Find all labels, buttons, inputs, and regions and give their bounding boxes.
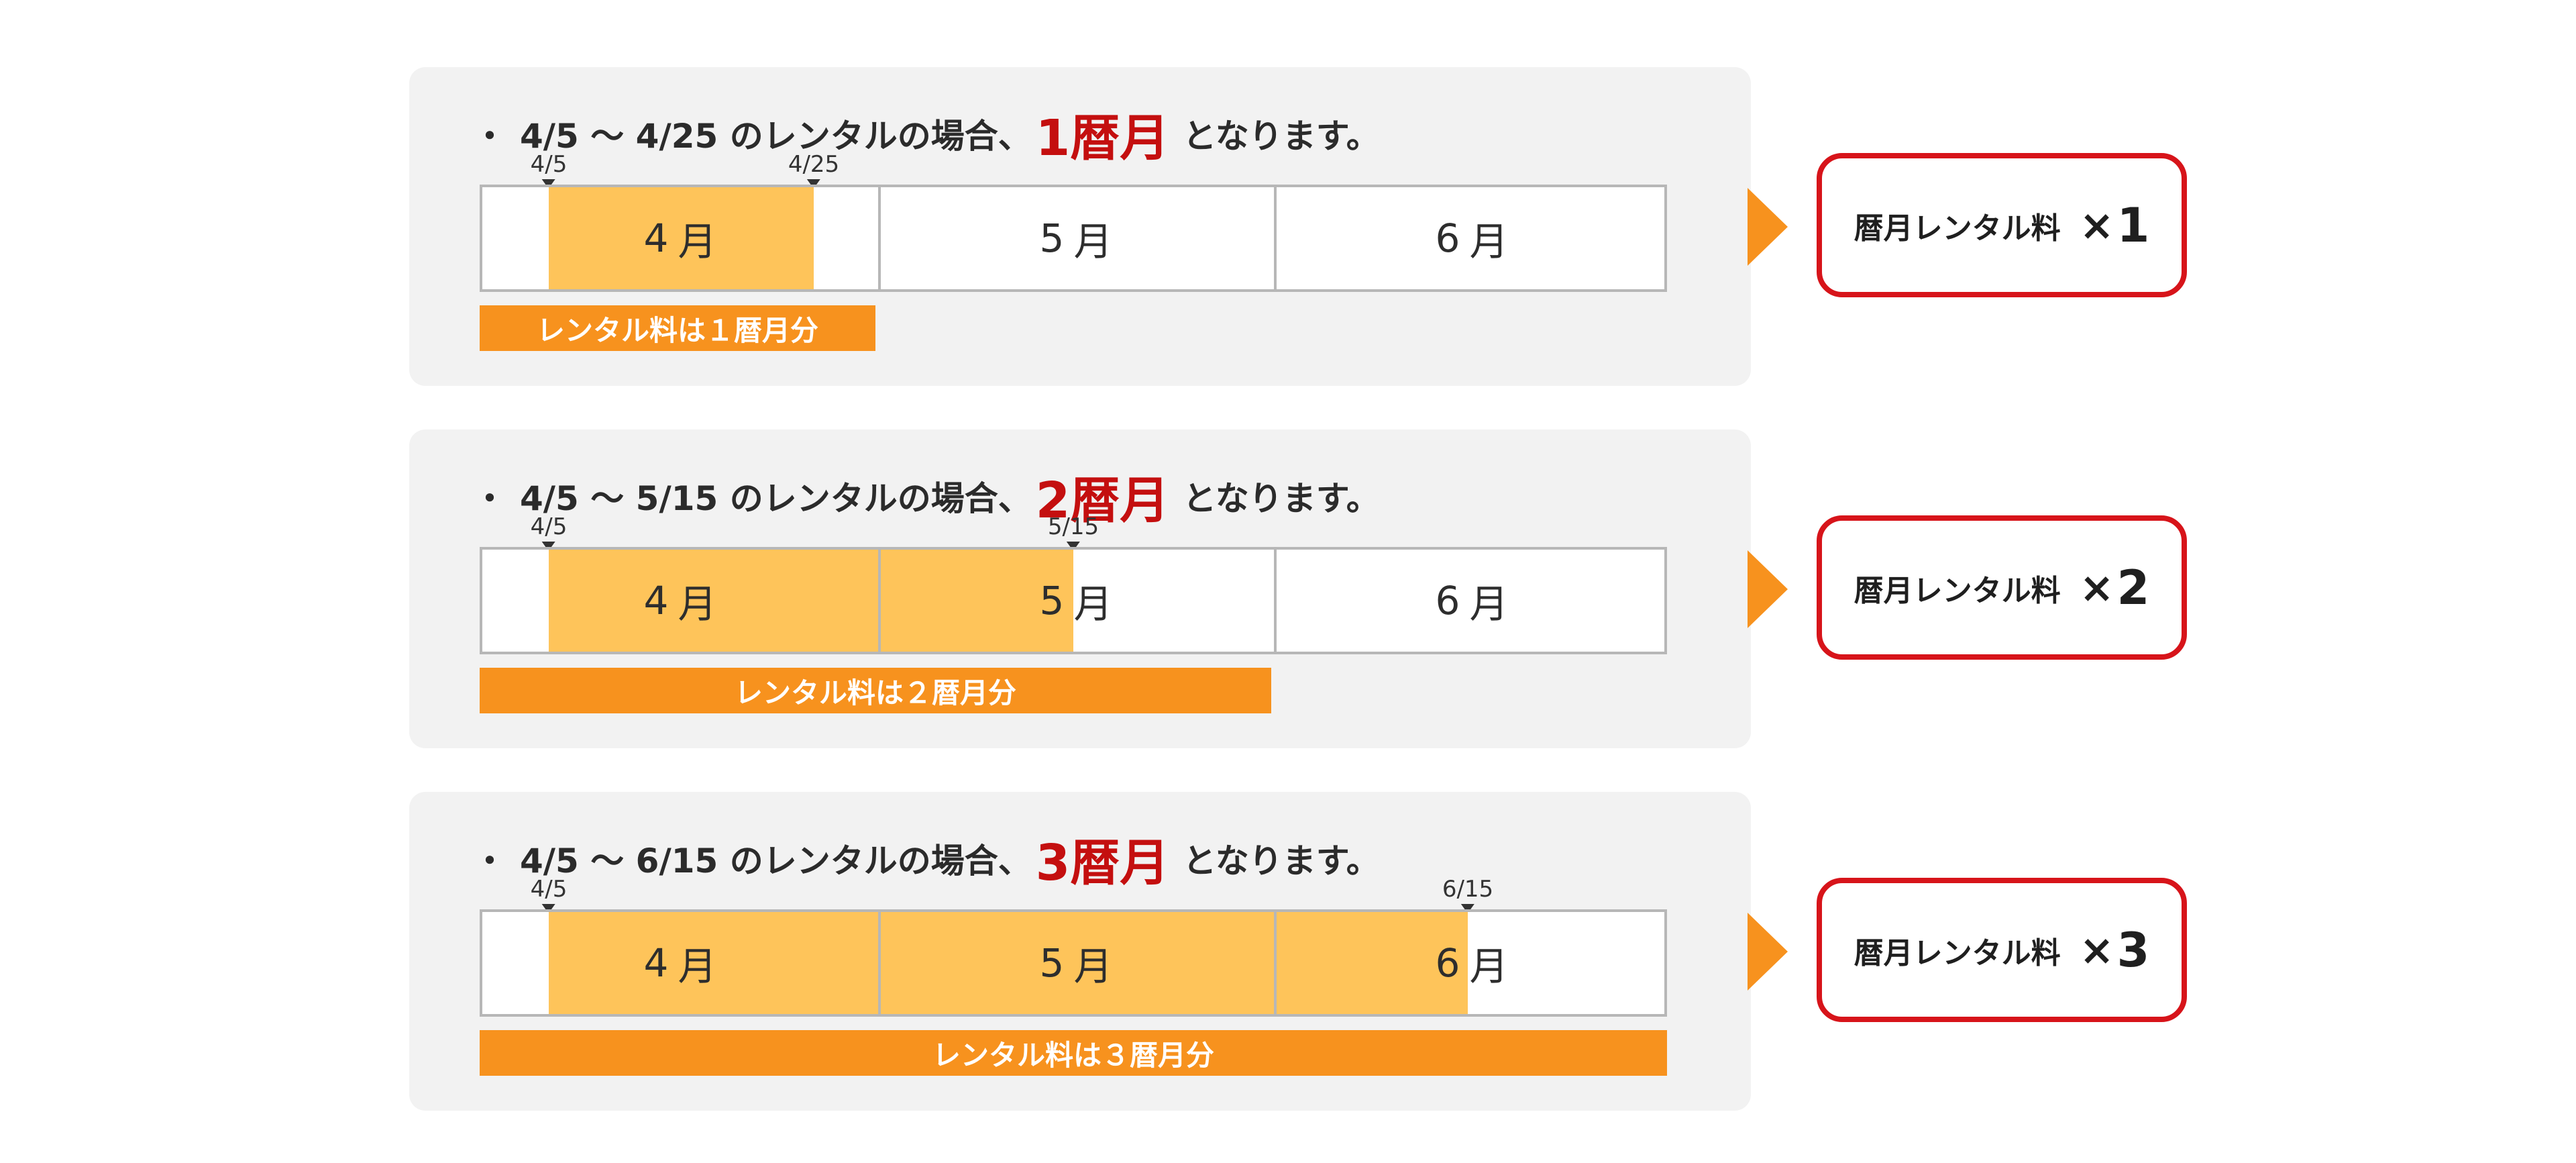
rental-period-highlight xyxy=(549,187,814,289)
range-text: 4/5 〜 5/15 のレンタルの場合、 xyxy=(520,479,1032,518)
month-divider xyxy=(1274,912,1277,1014)
end-date-marker: 6/15 xyxy=(1442,876,1493,913)
result-multiplier: 2 xyxy=(2116,560,2150,615)
end-date-marker: 4/25 xyxy=(788,151,839,189)
month-divider xyxy=(878,550,881,652)
start-date-marker: 4/5 xyxy=(531,876,568,913)
month-divider xyxy=(878,187,881,289)
result-multiplier: 1 xyxy=(2116,197,2150,253)
bullet: ・ xyxy=(473,479,506,518)
times-sign: × xyxy=(2079,563,2114,612)
times-sign: × xyxy=(2079,201,2114,250)
month-divider xyxy=(1274,550,1277,652)
result-box-1: 暦月レンタル料 × 1 xyxy=(1817,153,2187,297)
scenario-headline: ・ 4/5 〜 5/15 のレンタルの場合、 2暦月 となります。 xyxy=(473,456,1380,525)
bullet: ・ xyxy=(473,842,506,880)
range-text: 4/5 〜 6/15 のレンタルの場合、 xyxy=(520,842,1032,880)
result-multiplier: 3 xyxy=(2116,922,2150,978)
headline-suffix: となります。 xyxy=(1183,479,1380,518)
month-divider xyxy=(878,912,881,1014)
arrow-right-icon xyxy=(1748,913,1788,991)
end-date-marker: 5/15 xyxy=(1048,513,1099,551)
rental-fee-bar: レンタル料は３暦月分 xyxy=(480,1030,1667,1076)
arrow-right-icon xyxy=(1748,550,1788,628)
result-box-2: 暦月レンタル料 × 2 xyxy=(1817,515,2187,660)
start-date-marker: 4/5 xyxy=(531,513,568,551)
headline-suffix: となります。 xyxy=(1183,842,1380,880)
result-label: 暦月レンタル料 xyxy=(1854,936,2061,970)
scenario-panel-2: ・ 4/5 〜 5/15 のレンタルの場合、 2暦月 となります。 4/5 5/… xyxy=(409,429,1751,748)
result-label: 暦月レンタル料 xyxy=(1854,573,2061,608)
result-box-3: 暦月レンタル料 × 3 xyxy=(1817,878,2187,1022)
scenario-panel-3: ・ 4/5 〜 6/15 のレンタルの場合、 3暦月 となります。 4/5 6/… xyxy=(409,792,1751,1111)
times-sign: × xyxy=(2079,925,2114,974)
rental-fee-bar: レンタル料は１暦月分 xyxy=(480,305,875,351)
rental-fee-bar: レンタル料は２暦月分 xyxy=(480,668,1271,713)
rental-period-highlight xyxy=(549,912,1468,1014)
rental-period-highlight xyxy=(549,550,1073,652)
scenario-headline: ・ 4/5 〜 4/25 のレンタルの場合、 1暦月 となります。 xyxy=(473,94,1380,163)
scenario-panel-1: ・ 4/5 〜 4/25 のレンタルの場合、 1暦月 となります。 4/5 4/… xyxy=(409,67,1751,386)
headline-suffix: となります。 xyxy=(1183,117,1380,156)
month-divider xyxy=(1274,187,1277,289)
months-count-emphasis: 1暦月 xyxy=(1035,109,1170,167)
scenario-headline: ・ 4/5 〜 6/15 のレンタルの場合、 3暦月 となります。 xyxy=(473,819,1380,888)
bullet: ・ xyxy=(473,117,506,156)
start-date-marker: 4/5 xyxy=(531,151,568,189)
result-label: 暦月レンタル料 xyxy=(1854,211,2061,246)
arrow-right-icon xyxy=(1748,188,1788,266)
range-text: 4/5 〜 4/25 のレンタルの場合、 xyxy=(520,117,1032,156)
months-count-emphasis: 3暦月 xyxy=(1035,834,1170,892)
